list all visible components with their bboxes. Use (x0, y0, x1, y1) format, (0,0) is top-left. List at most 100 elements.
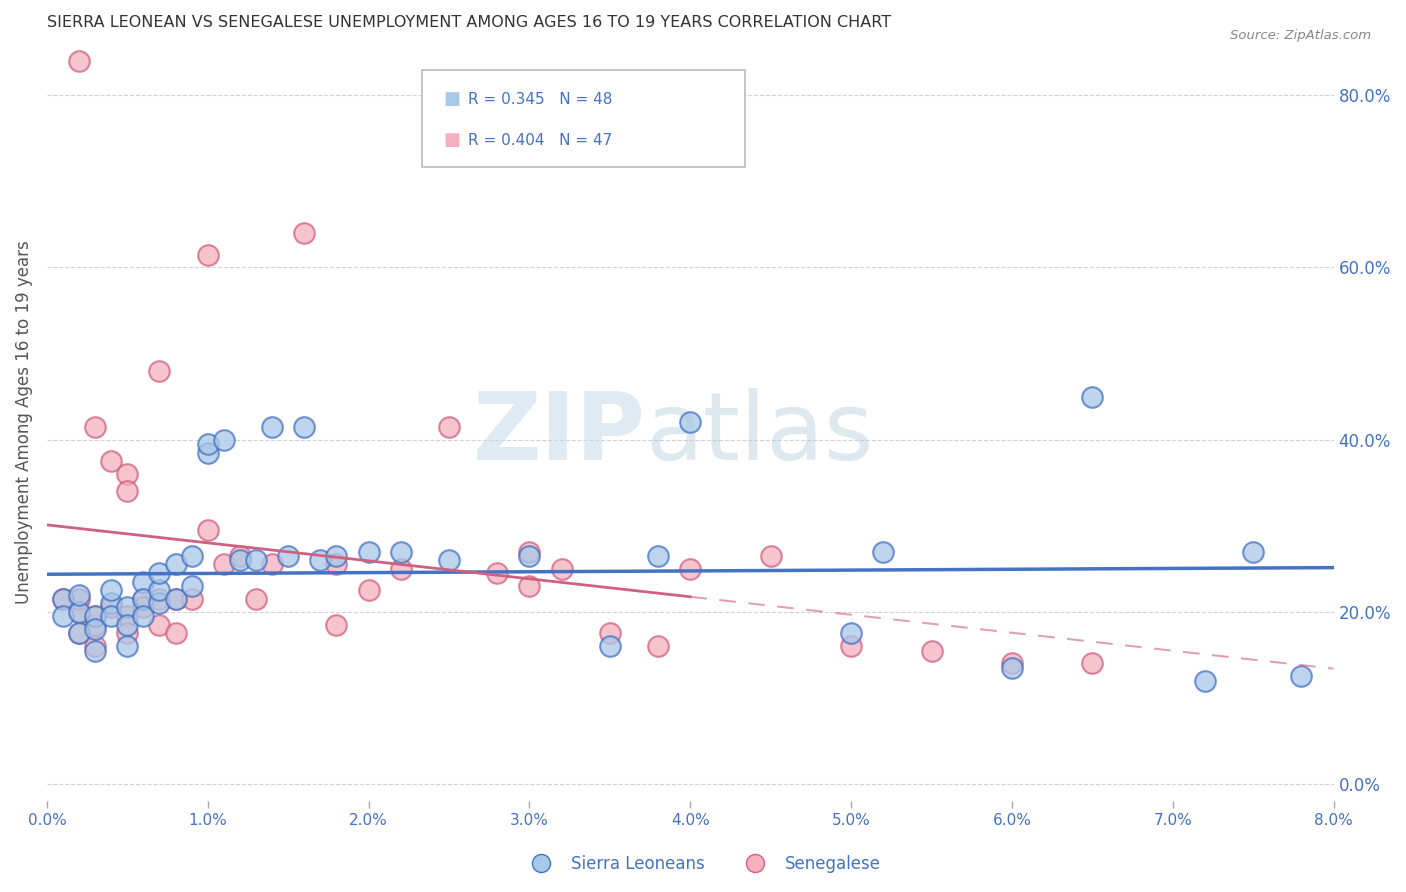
Point (67, 591, 90, 606)
Point (325, 549, 347, 563)
Point (84, 617, 107, 632)
Point (262, 419, 284, 434)
Text: Source: ZipAtlas.com: Source: ZipAtlas.com (1230, 29, 1371, 43)
Point (132, 574, 155, 589)
Point (52, 609, 75, 624)
Point (100, 609, 122, 624)
Point (1291, 669, 1313, 683)
Point (180, 549, 202, 563)
Point (148, 583, 170, 598)
Point (292, 419, 315, 434)
Point (84, 609, 107, 624)
Point (165, 591, 187, 606)
Point (519, 544, 541, 558)
Point (165, 626, 187, 640)
Point (67, 626, 90, 640)
Point (67, 588, 90, 602)
Point (117, 609, 139, 624)
Y-axis label: Unemployment Among Ages 16 to 19 years: Unemployment Among Ages 16 to 19 years (15, 241, 32, 604)
Point (148, 596, 170, 610)
Point (165, 558, 187, 572)
Point (599, 626, 621, 640)
Text: R = 0.345   N = 48: R = 0.345 N = 48 (468, 92, 613, 107)
Point (647, 549, 669, 563)
Point (921, 643, 943, 657)
Point (148, 364, 170, 378)
Point (519, 549, 541, 563)
Point (325, 617, 347, 632)
Point (148, 617, 170, 632)
Point (437, 419, 460, 434)
Point (647, 639, 669, 653)
Point (437, 553, 460, 567)
Point (117, 484, 139, 499)
Point (872, 544, 894, 558)
Point (84, 639, 107, 653)
Point (117, 600, 139, 615)
Point (100, 454, 122, 468)
Point (839, 626, 862, 640)
Point (1081, 390, 1104, 404)
Text: ■: ■ (443, 131, 460, 150)
Point (67, 626, 90, 640)
Point (309, 553, 332, 567)
Point (132, 591, 155, 606)
Point (389, 544, 412, 558)
Point (599, 639, 621, 653)
Point (839, 639, 862, 653)
Point (292, 226, 315, 240)
Point (148, 566, 170, 580)
Text: R = 0.404   N = 47: R = 0.404 N = 47 (468, 133, 613, 148)
Point (1001, 657, 1024, 671)
Point (212, 433, 235, 447)
Point (197, 445, 219, 459)
Point (117, 617, 139, 632)
Point (679, 562, 702, 576)
Point (117, 467, 139, 481)
Point (165, 591, 187, 606)
Text: SIERRA LEONEAN VS SENEGALESE UNEMPLOYMENT AMONG AGES 16 TO 19 YEARS CORRELATION : SIERRA LEONEAN VS SENEGALESE UNEMPLOYMEN… (46, 15, 891, 30)
Point (84, 609, 107, 624)
Point (229, 553, 252, 567)
Point (84, 622, 107, 636)
Point (212, 558, 235, 572)
Point (486, 566, 509, 580)
Point (679, 416, 702, 430)
Point (229, 549, 252, 563)
Point (245, 591, 267, 606)
Point (519, 579, 541, 593)
Point (389, 562, 412, 576)
Point (132, 600, 155, 615)
Point (180, 579, 202, 593)
Point (100, 596, 122, 610)
Point (357, 544, 380, 558)
Point (148, 591, 170, 606)
Point (84, 643, 107, 657)
Point (100, 583, 122, 598)
Point (132, 591, 155, 606)
Point (325, 558, 347, 572)
Point (100, 600, 122, 615)
Point (197, 437, 219, 451)
Point (357, 583, 380, 598)
Point (84, 419, 107, 434)
Point (1194, 673, 1216, 688)
Point (117, 639, 139, 653)
Point (277, 549, 299, 563)
Point (117, 626, 139, 640)
Text: ZIP: ZIP (472, 388, 645, 480)
Point (180, 591, 202, 606)
Text: ■: ■ (443, 90, 460, 109)
Point (132, 609, 155, 624)
Point (1001, 661, 1024, 675)
Point (67, 54, 90, 68)
Point (1081, 657, 1104, 671)
Text: atlas: atlas (645, 388, 873, 480)
Point (245, 553, 267, 567)
Point (550, 562, 572, 576)
Point (67, 605, 90, 619)
Point (1241, 544, 1264, 558)
Point (759, 549, 782, 563)
Point (197, 247, 219, 261)
Legend: Sierra Leoneans, Senegalese: Sierra Leoneans, Senegalese (519, 848, 887, 880)
